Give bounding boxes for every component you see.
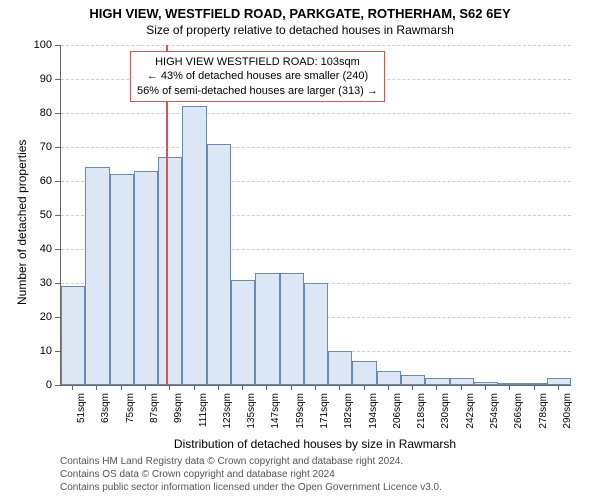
histogram-bar <box>352 361 376 385</box>
histogram-bar <box>425 378 449 385</box>
x-tick-label: 230sqm <box>440 393 451 443</box>
x-tick-mark <box>485 385 486 390</box>
x-tick-label: 266sqm <box>513 393 524 443</box>
y-tick-mark <box>55 385 60 386</box>
annotation-line-1: HIGH VIEW WESTFIELD ROAD: 103sqm <box>137 55 378 69</box>
y-tick-mark <box>55 113 60 114</box>
x-tick-label: 194sqm <box>368 393 379 443</box>
x-tick-mark <box>509 385 510 390</box>
y-tick-mark <box>55 215 60 216</box>
histogram-bar <box>547 378 571 385</box>
histogram-bar <box>498 383 522 385</box>
grid-line <box>61 113 571 114</box>
x-tick-mark <box>291 385 292 390</box>
y-tick-mark <box>55 181 60 182</box>
y-tick-mark <box>55 283 60 284</box>
y-tick-label: 0 <box>30 379 52 391</box>
y-tick-label: 60 <box>30 175 52 187</box>
x-tick-mark <box>388 385 389 390</box>
chart-subtitle: Size of property relative to detached ho… <box>0 21 600 37</box>
footer-attribution: Contains HM Land Registry data © Crown c… <box>60 455 442 494</box>
y-tick-label: 10 <box>30 345 52 357</box>
x-tick-label: 278sqm <box>538 393 549 443</box>
histogram-bar <box>328 351 352 385</box>
histogram-bar <box>377 371 401 385</box>
x-tick-mark <box>194 385 195 390</box>
grid-line <box>61 45 571 46</box>
y-tick-label: 50 <box>30 209 52 221</box>
y-tick-mark <box>55 45 60 46</box>
y-tick-label: 100 <box>30 39 52 51</box>
y-tick-mark <box>55 249 60 250</box>
annotation-line-3: 56% of semi-detached houses are larger (… <box>137 84 378 98</box>
y-tick-label: 30 <box>30 277 52 289</box>
x-tick-label: 254sqm <box>489 393 500 443</box>
y-tick-label: 90 <box>30 73 52 85</box>
y-tick-label: 80 <box>30 107 52 119</box>
x-tick-mark <box>145 385 146 390</box>
x-tick-mark <box>242 385 243 390</box>
x-tick-label: 63sqm <box>100 393 111 443</box>
footer-line-1: Contains HM Land Registry data © Crown c… <box>60 455 442 468</box>
x-tick-mark <box>121 385 122 390</box>
histogram-bar <box>304 283 328 385</box>
x-tick-mark <box>169 385 170 390</box>
x-tick-mark <box>436 385 437 390</box>
x-tick-label: 159sqm <box>295 393 306 443</box>
histogram-bar <box>61 286 85 385</box>
annotation-box: HIGH VIEW WESTFIELD ROAD: 103sqm ← 43% o… <box>130 51 385 102</box>
x-tick-label: 135sqm <box>246 393 257 443</box>
y-tick-mark <box>55 351 60 352</box>
chart-container: HIGH VIEW, WESTFIELD ROAD, PARKGATE, ROT… <box>0 0 600 500</box>
histogram-bar <box>158 157 182 385</box>
histogram-bar <box>280 273 304 385</box>
x-tick-label: 87sqm <box>149 393 160 443</box>
x-tick-label: 290sqm <box>562 393 573 443</box>
y-tick-label: 20 <box>30 311 52 323</box>
x-tick-label: 242sqm <box>465 393 476 443</box>
x-tick-label: 123sqm <box>222 393 233 443</box>
histogram-bar <box>207 144 231 385</box>
x-tick-label: 75sqm <box>125 393 136 443</box>
y-tick-label: 40 <box>30 243 52 255</box>
annotation-line-2: ← 43% of detached houses are smaller (24… <box>137 69 378 83</box>
x-tick-mark <box>412 385 413 390</box>
x-tick-mark <box>461 385 462 390</box>
histogram-bar <box>401 375 425 385</box>
x-tick-mark <box>339 385 340 390</box>
x-tick-label: 171sqm <box>319 393 330 443</box>
histogram-bar <box>85 167 109 385</box>
y-tick-mark <box>55 317 60 318</box>
x-tick-mark <box>72 385 73 390</box>
chart-title: HIGH VIEW, WESTFIELD ROAD, PARKGATE, ROT… <box>0 0 600 21</box>
x-tick-mark <box>266 385 267 390</box>
x-tick-mark <box>534 385 535 390</box>
footer-line-3: Contains public sector information licen… <box>60 481 442 494</box>
histogram-bar <box>134 171 158 385</box>
y-tick-mark <box>55 79 60 80</box>
histogram-bar <box>450 378 474 385</box>
histogram-bar <box>110 174 134 385</box>
x-tick-label: 206sqm <box>392 393 403 443</box>
x-tick-label: 182sqm <box>343 393 354 443</box>
y-tick-mark <box>55 147 60 148</box>
x-tick-mark <box>96 385 97 390</box>
x-tick-mark <box>364 385 365 390</box>
y-axis-label: Number of detached properties <box>15 140 29 305</box>
x-tick-mark <box>558 385 559 390</box>
x-tick-mark <box>315 385 316 390</box>
footer-line-2: Contains OS data © Crown copyright and d… <box>60 468 442 481</box>
x-tick-label: 111sqm <box>198 393 209 443</box>
x-tick-label: 99sqm <box>173 393 184 443</box>
y-tick-label: 70 <box>30 141 52 153</box>
x-tick-label: 51sqm <box>76 393 87 443</box>
x-tick-label: 218sqm <box>416 393 427 443</box>
x-tick-mark <box>218 385 219 390</box>
histogram-bar <box>182 106 206 385</box>
histogram-bar <box>522 383 546 385</box>
histogram-bar <box>231 280 255 385</box>
x-tick-label: 147sqm <box>270 393 281 443</box>
grid-line <box>61 147 571 148</box>
histogram-bar <box>255 273 279 385</box>
